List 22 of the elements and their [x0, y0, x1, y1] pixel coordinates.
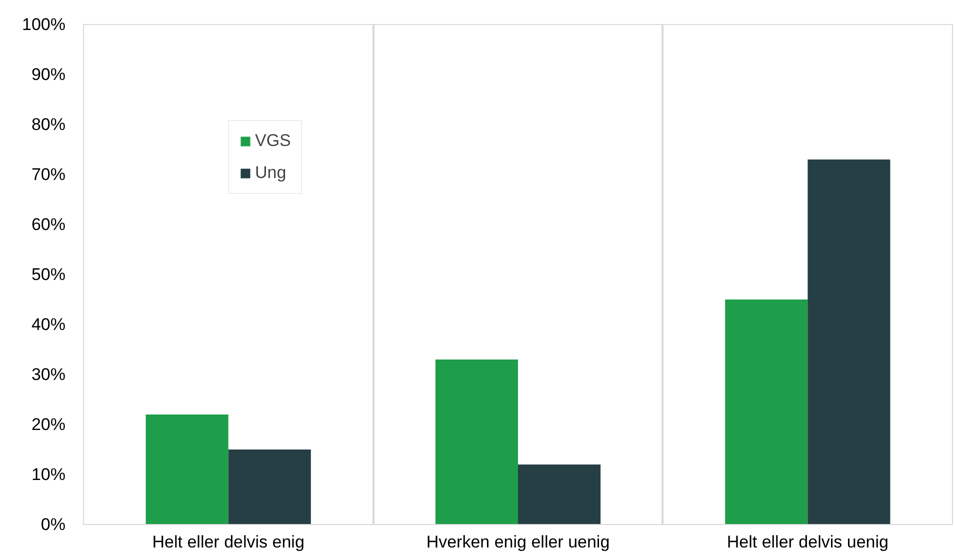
bar — [808, 160, 890, 524]
y-tick-label: 10% — [31, 465, 66, 484]
y-tick-label: 30% — [31, 365, 66, 384]
y-tick-label: 20% — [31, 415, 66, 434]
x-tick-label: Hverken enig eller uenig — [426, 532, 610, 552]
y-tick-label: 70% — [31, 165, 66, 184]
bar — [228, 450, 311, 524]
y-tick-label: 90% — [31, 65, 66, 84]
bar — [518, 464, 601, 524]
bar — [435, 360, 518, 524]
y-tick-label: 80% — [31, 115, 66, 134]
x-tick-label: Helt eller delvis enig — [152, 532, 304, 552]
y-tick-label: 100% — [22, 15, 66, 34]
bar — [146, 414, 228, 524]
y-tick-label: 50% — [31, 265, 66, 284]
x-tick-label: Helt eller delvis uenig — [726, 532, 888, 552]
y-tick-label: 0% — [40, 515, 66, 534]
legend-label: VGS — [255, 131, 291, 151]
bar — [725, 300, 808, 524]
y-tick-label: 40% — [31, 315, 66, 334]
y-tick-label: 60% — [31, 215, 66, 234]
legend-label: Ung — [255, 163, 286, 183]
